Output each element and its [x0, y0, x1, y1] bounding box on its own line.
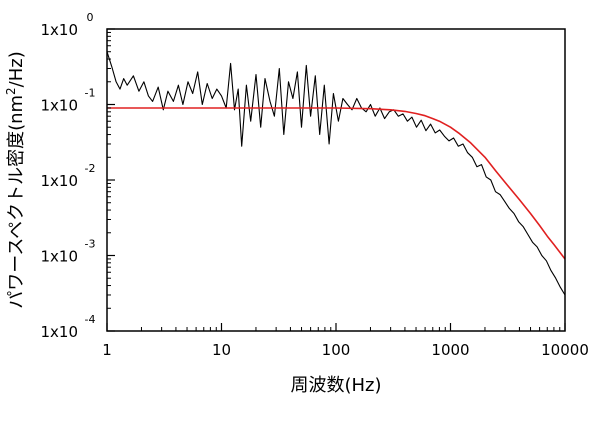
- y-axis-title-sup: 2: [4, 87, 18, 95]
- y-axis-title-main: パワースペクトル密度(nm: [6, 95, 27, 309]
- y-tick-exponent: -2: [85, 162, 96, 175]
- x-tick-label: 1000: [431, 341, 469, 359]
- plot-frame: [106, 28, 566, 332]
- y-tick-exponent: -3: [85, 238, 96, 251]
- y-tick-exponent: -1: [85, 87, 96, 100]
- y-axis-title: パワースペクトル密度(nm2/Hz): [4, 51, 27, 309]
- x-tick-label: 100: [322, 341, 351, 359]
- x-tick-label: 10000: [541, 341, 589, 359]
- y-tick-label: 1x10: [40, 172, 78, 190]
- y-tick-label: 1x10: [40, 323, 78, 341]
- y-tick-exponent: -4: [85, 313, 96, 326]
- measured-curve: [106, 51, 566, 296]
- x-axis-title: 周波数(Hz): [290, 375, 381, 396]
- y-tick-exponent: 0: [87, 11, 94, 24]
- series-layer: [106, 51, 566, 296]
- tick-layer: 1 10 100 1000 10000 1x10 0 1x10 -1 1x10 -2 1x10 -3 1x…: [40, 11, 588, 359]
- y-tick-label: 1x10: [40, 21, 78, 39]
- fit-curve: [107, 107, 566, 260]
- y-tick-label: 1x10: [40, 97, 78, 115]
- x-tick-label: 1: [102, 341, 112, 359]
- y-axis-title-tail: /Hz): [6, 51, 27, 87]
- y-tick-label: 1x10: [40, 248, 78, 266]
- x-tick-label: 10: [212, 341, 231, 359]
